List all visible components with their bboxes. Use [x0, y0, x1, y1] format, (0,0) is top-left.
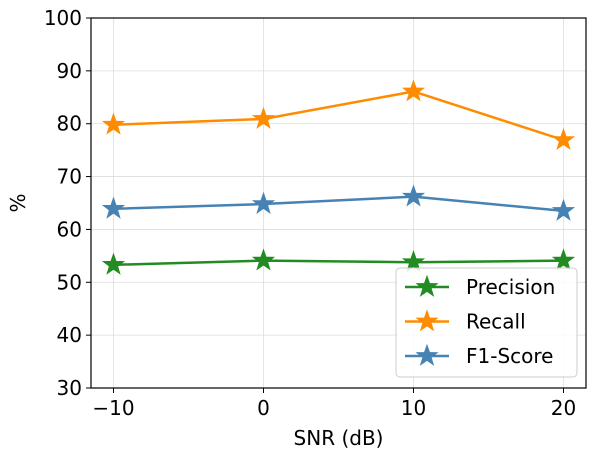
data-point — [401, 249, 426, 273]
plot-frame — [90, 17, 587, 389]
legend-label: Precision — [466, 275, 555, 299]
y-tick-label: 90 — [57, 59, 82, 83]
axis-ticks: −10 0 10 20 30 40 50 60 70 80 90 100 — [44, 6, 576, 420]
legend-marker — [415, 274, 439, 297]
y-tick-label: 100 — [44, 6, 82, 30]
legend-marker — [415, 343, 439, 366]
series-f1-score — [101, 184, 576, 221]
data-point — [101, 112, 126, 135]
data-point — [251, 106, 276, 129]
series-layer — [101, 79, 576, 275]
data-point — [251, 191, 276, 214]
series-line — [113, 90, 564, 142]
data-point — [251, 248, 276, 271]
data-point — [101, 196, 126, 219]
series-line — [113, 195, 564, 213]
legend-label: Recall — [466, 310, 526, 334]
x-tick-label: −10 — [92, 396, 134, 420]
data-point — [551, 248, 576, 271]
data-point — [551, 198, 576, 221]
legend-marker — [415, 309, 439, 332]
legend-item: F1-Score — [405, 343, 553, 368]
y-axis-label: % — [6, 193, 30, 212]
series-line — [113, 259, 564, 267]
y-tick-label: 80 — [57, 112, 82, 136]
data-point — [401, 79, 426, 102]
series-precision — [101, 248, 576, 275]
x-axis-label: SNR (dB) — [294, 426, 384, 450]
data-point — [551, 127, 576, 150]
legend-box — [395, 267, 578, 378]
legend: Precision Recall F1-Score — [395, 267, 578, 378]
y-tick-label: 40 — [57, 323, 82, 347]
y-tick-label: 30 — [57, 376, 82, 400]
x-tick-label: 0 — [257, 396, 270, 420]
legend-label: F1-Score — [466, 344, 553, 368]
data-point — [401, 184, 426, 207]
y-tick-label: 50 — [57, 270, 82, 294]
series-recall — [101, 79, 576, 150]
legend-item: Recall — [405, 309, 526, 334]
data-point — [101, 252, 126, 275]
y-tick-label: 60 — [57, 217, 82, 241]
x-tick-label: 20 — [551, 396, 576, 420]
x-tick-label: 10 — [401, 396, 426, 420]
legend-item: Precision — [405, 274, 555, 299]
y-tick-label: 70 — [57, 165, 82, 189]
